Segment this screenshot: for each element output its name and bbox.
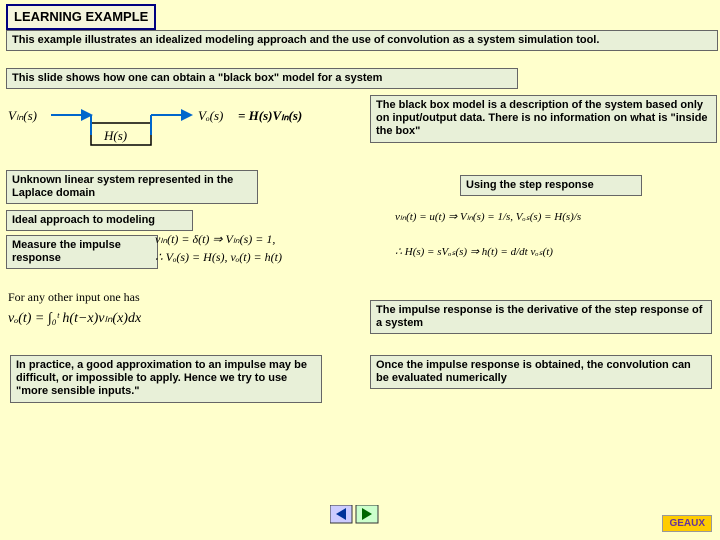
slide-shows-text: This slide shows how one can obtain a "b…: [6, 68, 518, 89]
any-other: For any other input one has: [8, 290, 140, 305]
block-diagram: [6, 95, 226, 155]
step-eq1: vₗₙ(t) = u(t) ⇒ Vₗₙ(s) = 1/s, Vₒₛ(s) = H…: [395, 210, 581, 223]
practice-text: In practice, a good approximation to an …: [10, 355, 322, 403]
step-eq2: ∴ H(s) = sVₒₛ(s) ⇒ h(t) = d/dt vₒₛ(t): [395, 245, 553, 258]
title: LEARNING EXAMPLE: [6, 4, 156, 30]
ideal-approach: Ideal approach to modeling: [6, 210, 193, 231]
step-resp: Using the step response: [460, 175, 642, 196]
once-text: Once the impulse response is obtained, t…: [370, 355, 712, 389]
conv-eq: vₒ(t) = ∫₀ᵗ h(t−x)vₗₙ(x)dx: [8, 310, 141, 327]
h-label: H(s): [104, 128, 127, 144]
derivative-text: The impulse response is the derivative o…: [370, 300, 712, 334]
eq1: = H(s)Vₗₙ(s): [238, 108, 302, 124]
intro-text: This example illustrates an idealized mo…: [6, 30, 718, 51]
vo-label: Vₒ(s): [198, 108, 223, 124]
prev-button[interactable]: [330, 505, 380, 525]
unknown-sys: Unknown linear system represented in the…: [6, 170, 258, 204]
nav-controls: [330, 505, 380, 530]
measure-impulse: Measure the impulse response: [6, 235, 158, 269]
geaux-badge: GEAUX: [662, 515, 712, 532]
impulse-eq1: vₗₙ(t) = δ(t) ⇒ Vₗₙ(s) = 1,: [155, 232, 275, 247]
blackbox-desc: The black box model is a description of …: [370, 95, 717, 143]
impulse-eq2: ∴ Vₒ(s) = H(s), vₒ(t) = h(t): [155, 250, 282, 265]
vin-label: Vₗₙ(s): [8, 108, 37, 124]
